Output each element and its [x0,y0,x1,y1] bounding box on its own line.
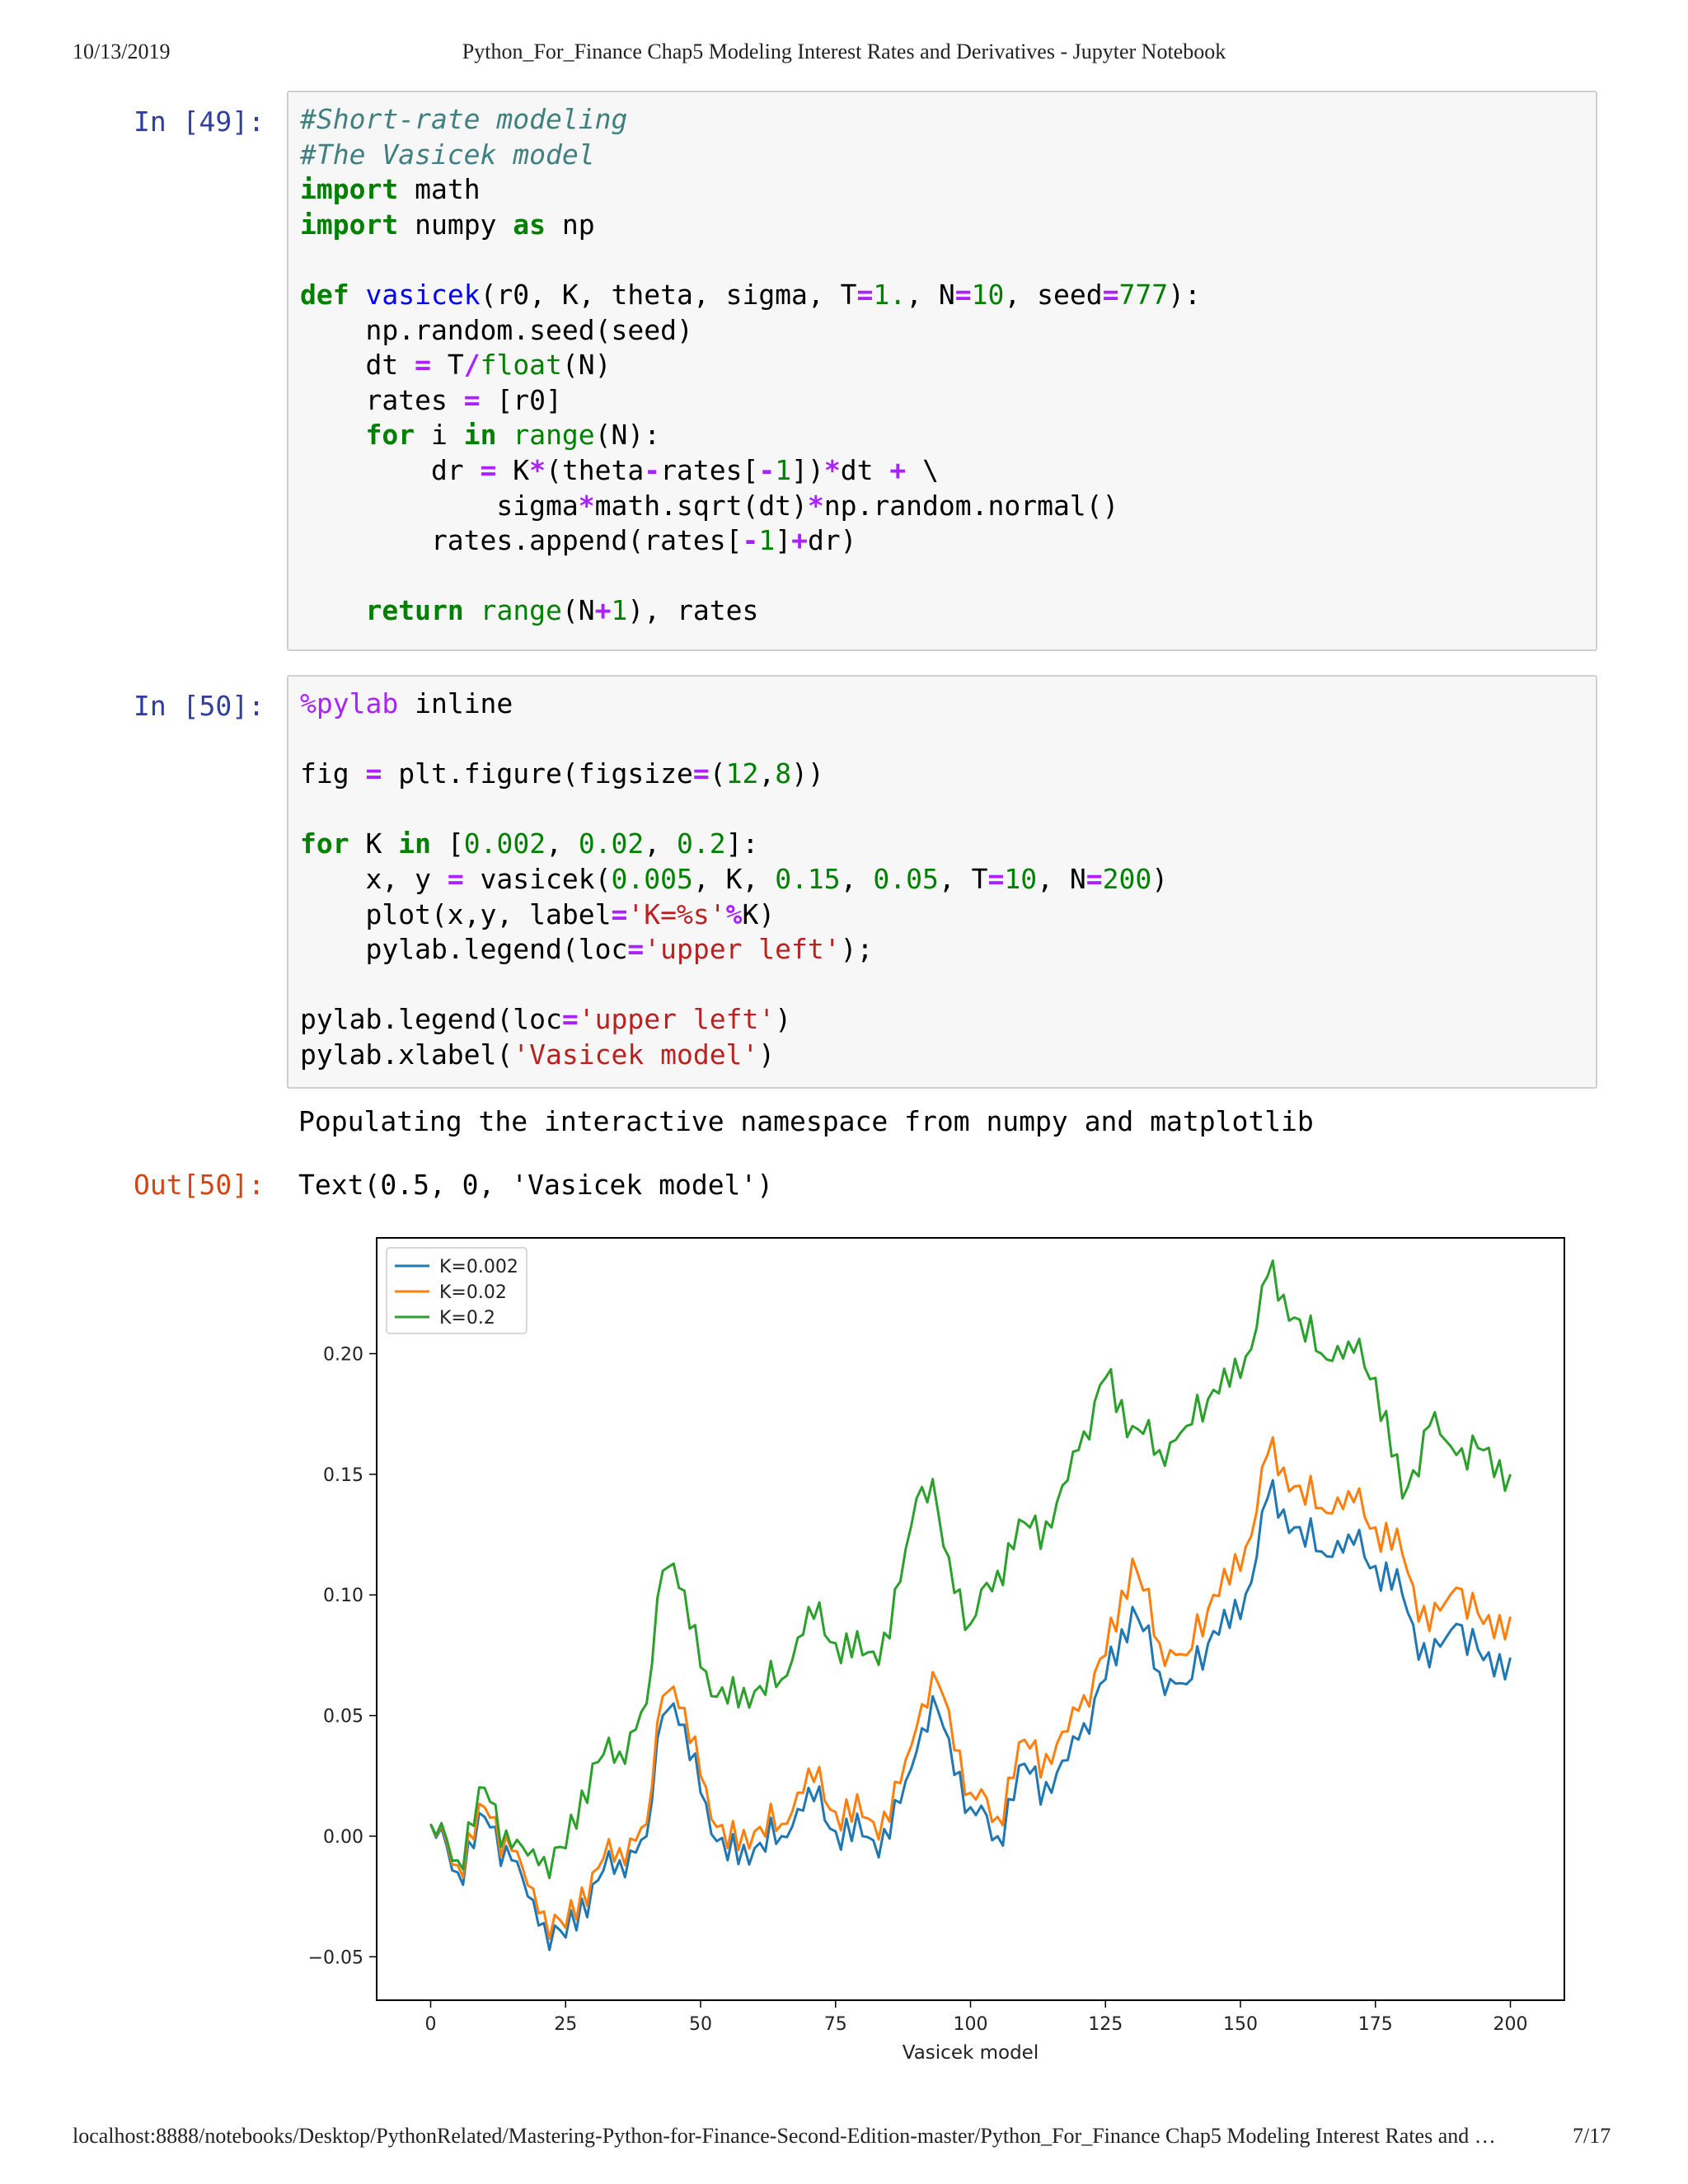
code-line: rates = [r0] [300,383,562,416]
vasicek-line-chart: 0 25 50 75 100 125 150 175 200 −0.05 0.00 0.05 0.10 0… [308,1237,1565,2064]
cell-49-input-prompt: In [49]: [134,105,265,138]
y-tick-label: 0.20 [323,1345,363,1366]
x-axis-label: Vasicek model [903,2042,1039,2064]
x-tick-label: 25 [554,2014,577,2035]
cell-50-output-prompt: Out[50]: [134,1169,265,1201]
code-line: return range(N+1), rates [365,594,759,627]
code-cell-49[interactable] [287,91,1597,651]
code-line: #The Vasicek model [300,138,595,171]
x-tick-label: 100 [954,2014,988,2035]
y-tick-label: 0.05 [323,1707,363,1727]
code-line: rates.append(rates[-1]+dr) [300,524,857,557]
code-line: pylab.legend(loc='upper left') [300,1003,792,1036]
page-header-date: 10/13/2019 [73,40,171,63]
code-line: dt = T/float(N) [300,349,612,382]
y-tick-label: 0.00 [323,1827,363,1848]
legend-label: K=0.02 [439,1282,507,1303]
code-line: #Short-rate modeling [300,103,628,135]
page-header-title: Python_For_Finance Chap5 Modeling Intere… [462,40,1226,63]
code-line: import math [300,173,481,206]
page-footer-url: localhost:8888/notebooks/Desktop/PythonR… [73,2124,1496,2148]
plot-frame [376,1237,1565,2001]
code-line: import numpy as np [300,208,595,241]
cell-50-output-text: Text(0.5, 0, 'Vasicek model') [298,1169,774,1201]
code-line: for K in [0.002, 0.02, 0.2]: [300,827,759,860]
y-tick-label: 0.10 [323,1586,363,1606]
x-tick-label: 175 [1358,2014,1393,2035]
code-line: for i in range(N): [365,419,661,452]
legend-label: K=0.002 [439,1257,518,1277]
x-tick-label: 50 [689,2014,712,2035]
series-line-K=0.02 [429,1436,1512,1940]
cell-50-input-prompt: In [50]: [134,690,265,722]
y-tick-label: 0.15 [323,1465,363,1486]
code-cell-50[interactable] [287,675,1597,1089]
y-tick-label: −0.05 [308,1947,363,1968]
code-line: dr = K*(theta-rates[-1])*dt + \ [300,454,939,486]
legend-label: K=0.2 [439,1308,495,1329]
code-line: fig = plt.figure(figsize=(12,8)) [300,757,824,790]
code-line: %pylab inline [300,687,513,719]
code-line: pylab.legend(loc='upper left'); [300,933,874,966]
legend-box [386,1247,528,1334]
code-line: plot(x,y, label='K=%s'%K) [300,898,776,930]
series-line-K=0.002 [429,1479,1512,1952]
x-tick-label: 0 [425,2014,437,2035]
code-line: x, y = vasicek(0.005, K, 0.15, 0.05, T=1… [300,863,1169,895]
x-tick-label: 75 [824,2014,847,2035]
code-line: sigma*math.sqrt(dt)*np.random.normal() [300,489,1119,522]
code-line: pylab.xlabel('Vasicek model') [300,1038,776,1071]
x-tick-label: 200 [1493,2014,1528,2035]
x-tick-label: 125 [1088,2014,1123,2035]
series-line-K=0.2 [429,1259,1512,1880]
x-tick-label: 150 [1223,2014,1258,2035]
code-line: def vasicek(r0, K, theta, sigma, T=1., N… [300,279,1201,311]
code-line: np.random.seed(seed) [300,313,693,346]
cell-50-stdout: Populating the interactive namespace fro… [298,1105,1314,1137]
page-footer-page: 7/17 [1573,2124,1611,2148]
